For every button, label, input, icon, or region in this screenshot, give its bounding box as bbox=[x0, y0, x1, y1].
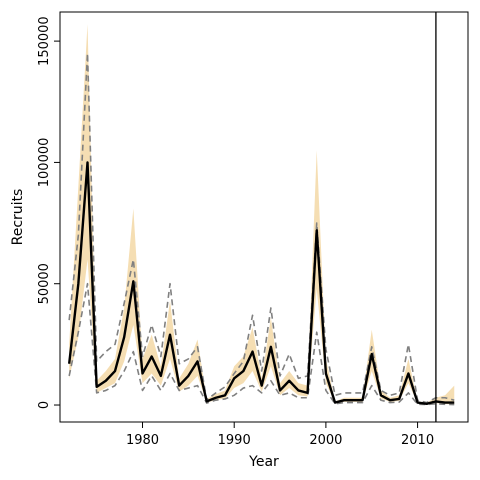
x-tick-label: 2000 bbox=[309, 433, 342, 448]
x-tick-label: 1980 bbox=[126, 433, 159, 448]
y-axis-title: Recruits bbox=[10, 189, 26, 246]
dashed-upper-line bbox=[68, 52, 455, 404]
y-tick-label: 150000 bbox=[37, 16, 52, 66]
x-tick-label: 1990 bbox=[218, 433, 251, 448]
dashed-lower-line bbox=[68, 282, 455, 406]
x-axis-title: Year bbox=[248, 454, 279, 470]
y-tick-label: 50000 bbox=[37, 263, 52, 304]
plot-frame bbox=[59, 11, 469, 423]
x-tick-label: 2010 bbox=[401, 433, 434, 448]
confidence-band bbox=[69, 24, 455, 405]
y-tick-label: 100000 bbox=[37, 138, 52, 188]
plot-area bbox=[67, 12, 455, 422]
x-axis: 1980 1990 2000 2010 bbox=[126, 422, 434, 448]
recruits-estimate-line bbox=[67, 161, 455, 405]
y-tick-label: 0 bbox=[37, 401, 52, 409]
y-axis: 0 50000 100000 150000 bbox=[37, 16, 60, 409]
